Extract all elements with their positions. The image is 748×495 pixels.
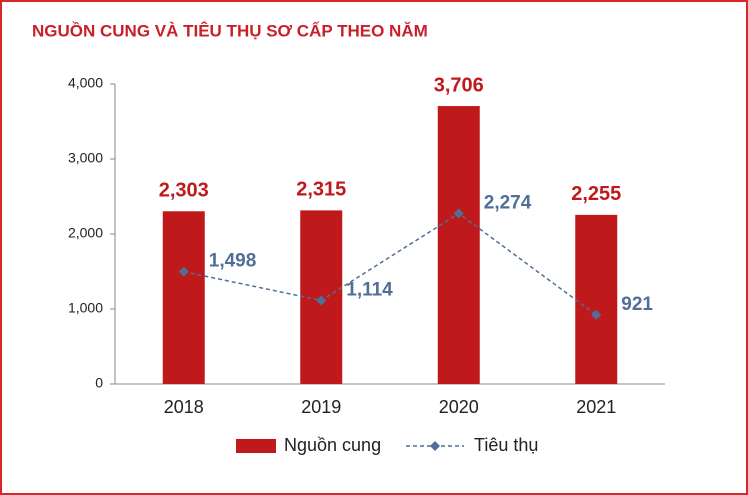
bar-value-label: 3,706: [434, 74, 484, 96]
x-tick-label: 2020: [439, 397, 479, 417]
line-value-label: 2,274: [484, 192, 532, 213]
bar: [575, 214, 618, 384]
x-tick-label: 2018: [164, 397, 204, 417]
y-tick-label: 3,000: [68, 150, 103, 166]
bar-value-label: 2,255: [571, 183, 621, 205]
chart-title: NGUỒN CUNG VÀ TIÊU THỤ SƠ CẤP THEO NĂM: [32, 21, 428, 40]
legend-marker: [430, 441, 440, 451]
line-marker: [316, 295, 327, 306]
line-value-label: 1,114: [346, 279, 393, 300]
line: [183, 212, 597, 316]
legend-label: Nguồn cung: [284, 435, 381, 455]
x-tick-label: 2021: [576, 397, 616, 417]
legend-swatch: [236, 439, 276, 453]
bar-value-label: 2,315: [296, 179, 346, 201]
line-marker: [591, 309, 602, 320]
y-tick-label: 4,000: [68, 75, 103, 91]
line-marker: [178, 266, 189, 277]
line-value-label: 921: [621, 294, 653, 315]
bar: [162, 211, 205, 384]
legend-label: Tiêu thụ: [474, 435, 538, 455]
bar-value-label: 2,303: [159, 180, 209, 202]
y-tick-label: 1,000: [68, 300, 103, 316]
y-tick-label: 2,000: [68, 225, 103, 241]
y-tick-label: 0: [95, 375, 103, 391]
x-tick-label: 2019: [301, 397, 341, 417]
bar: [437, 106, 480, 385]
line-marker: [453, 208, 464, 219]
line-value-label: 1,498: [209, 251, 257, 272]
